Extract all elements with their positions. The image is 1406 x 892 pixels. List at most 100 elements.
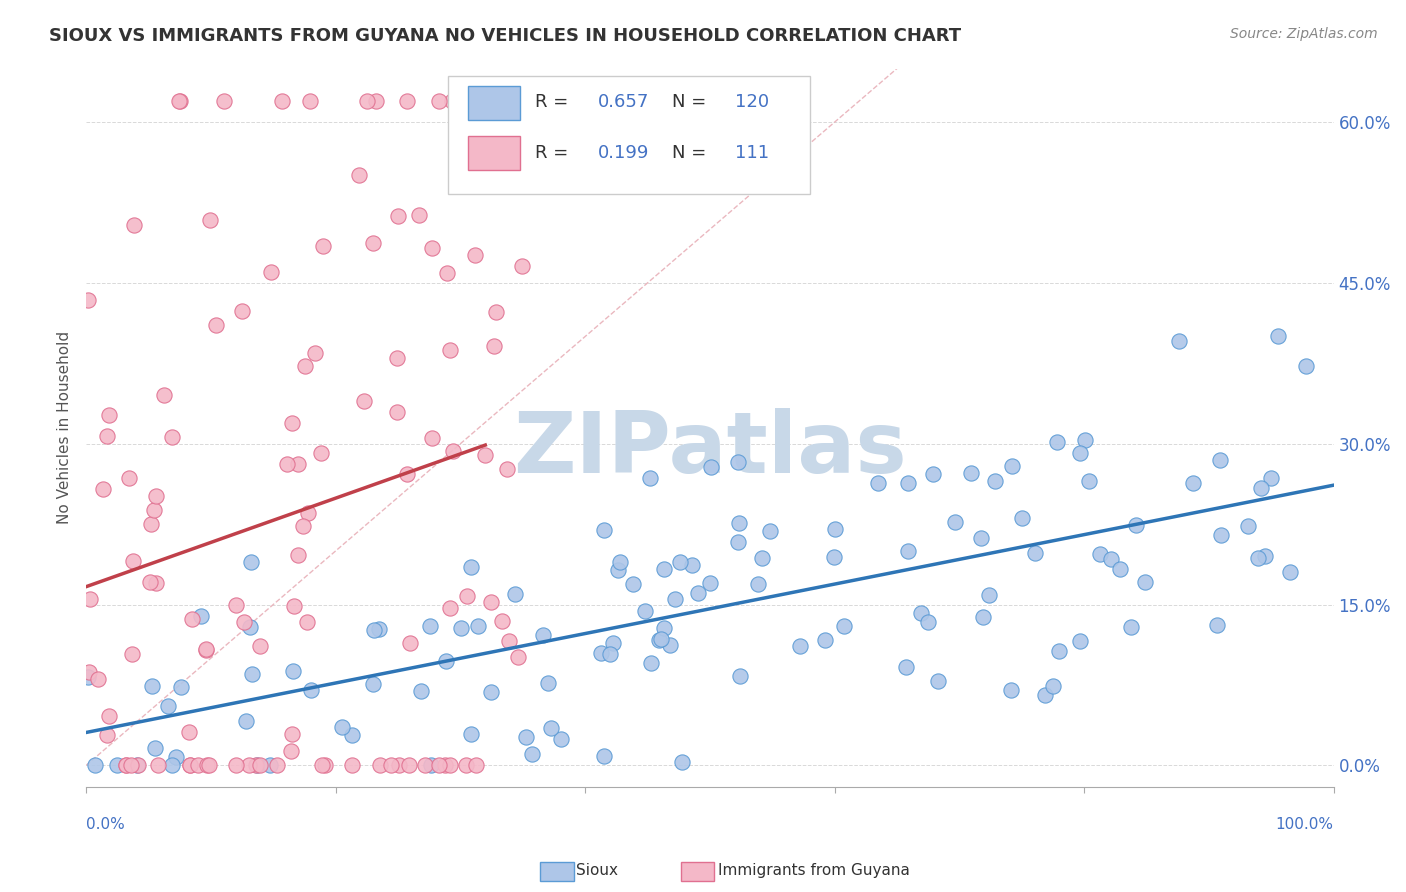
Point	[387, 209, 409, 223]
Point	[727, 455, 749, 469]
Point	[180, 612, 202, 626]
Point	[312, 239, 335, 253]
Point	[105, 758, 128, 772]
Point	[240, 667, 263, 681]
Point	[1167, 334, 1189, 348]
FancyBboxPatch shape	[449, 76, 810, 194]
Point	[531, 628, 554, 642]
Point	[439, 343, 461, 357]
Point	[550, 731, 572, 746]
Point	[145, 575, 167, 590]
Point	[972, 609, 994, 624]
Point	[118, 471, 141, 485]
Point	[747, 577, 769, 591]
Point	[363, 677, 385, 691]
Point	[395, 467, 418, 481]
Point	[195, 758, 218, 772]
Point	[1108, 562, 1130, 576]
Point	[450, 621, 472, 635]
Point	[370, 758, 392, 772]
Point	[434, 758, 457, 772]
Point	[759, 524, 782, 538]
Point	[485, 304, 508, 318]
Text: 0.0%: 0.0%	[86, 817, 125, 832]
Point	[330, 720, 353, 734]
Point	[609, 555, 631, 569]
Point	[245, 758, 267, 772]
Point	[1278, 565, 1301, 579]
Point	[249, 639, 271, 653]
Point	[479, 595, 502, 609]
Text: Source: ZipAtlas.com: Source: ZipAtlas.com	[1230, 27, 1378, 41]
Point	[434, 654, 457, 668]
Point	[311, 445, 333, 459]
Point	[260, 265, 283, 279]
Point	[87, 672, 110, 686]
Text: 100.0%: 100.0%	[1275, 817, 1334, 832]
Point	[96, 728, 118, 742]
Point	[668, 555, 690, 569]
Point	[1206, 618, 1229, 632]
Point	[311, 758, 333, 772]
Point	[1000, 682, 1022, 697]
Point	[139, 575, 162, 590]
Point	[454, 758, 477, 772]
Point	[427, 758, 450, 772]
Point	[280, 726, 302, 740]
Point	[115, 758, 138, 772]
Point	[1046, 434, 1069, 449]
Point	[1236, 518, 1258, 533]
Point	[484, 339, 506, 353]
Point	[977, 588, 1000, 602]
Point	[153, 388, 176, 402]
Text: R =: R =	[536, 144, 574, 161]
Point	[162, 758, 184, 772]
Point	[456, 589, 478, 603]
Text: 0.199: 0.199	[598, 144, 650, 161]
Point	[1125, 518, 1147, 533]
Point	[408, 208, 430, 222]
Point	[464, 248, 486, 262]
Point	[141, 517, 163, 532]
Point	[246, 758, 269, 772]
Point	[231, 304, 253, 318]
Point	[1088, 548, 1111, 562]
Point	[592, 524, 614, 538]
Point	[439, 601, 461, 615]
Point	[441, 94, 464, 108]
Point	[179, 758, 201, 772]
Point	[385, 405, 408, 419]
Point	[634, 604, 657, 618]
Point	[927, 673, 949, 688]
Point	[1209, 453, 1232, 467]
Point	[1250, 481, 1272, 495]
Point	[239, 619, 262, 633]
Point	[1209, 527, 1232, 541]
Point	[508, 649, 530, 664]
Point	[474, 448, 496, 462]
Point	[225, 598, 247, 612]
FancyBboxPatch shape	[468, 86, 520, 120]
Y-axis label: No Vehicles in Household: No Vehicles in Household	[58, 331, 72, 524]
Point	[866, 476, 889, 491]
Point	[515, 730, 537, 744]
Point	[671, 755, 693, 769]
Point	[1024, 546, 1046, 560]
Point	[638, 471, 661, 485]
Point	[1077, 475, 1099, 489]
Point	[77, 293, 100, 307]
Point	[380, 758, 402, 772]
Point	[591, 646, 613, 660]
Text: R =: R =	[536, 94, 574, 112]
Point	[98, 708, 121, 723]
Point	[232, 615, 254, 629]
Point	[650, 632, 672, 646]
Text: SIOUX VS IMMIGRANTS FROM GUYANA NO VEHICLES IN HOUSEHOLD CORRELATION CHART: SIOUX VS IMMIGRANTS FROM GUYANA NO VEHIC…	[49, 27, 962, 45]
Point	[1133, 575, 1156, 590]
Point	[398, 636, 420, 650]
Point	[960, 466, 983, 480]
Point	[652, 562, 675, 576]
Point	[235, 714, 257, 728]
Point	[688, 585, 710, 599]
Point	[356, 94, 378, 108]
